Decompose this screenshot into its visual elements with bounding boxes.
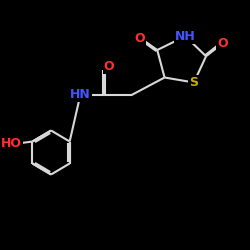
Text: HO: HO xyxy=(1,137,22,150)
Text: O: O xyxy=(135,32,145,44)
Text: O: O xyxy=(217,37,228,50)
Text: S: S xyxy=(189,76,198,89)
Text: O: O xyxy=(104,60,115,74)
Text: HN: HN xyxy=(70,88,91,102)
Text: NH: NH xyxy=(175,30,196,43)
